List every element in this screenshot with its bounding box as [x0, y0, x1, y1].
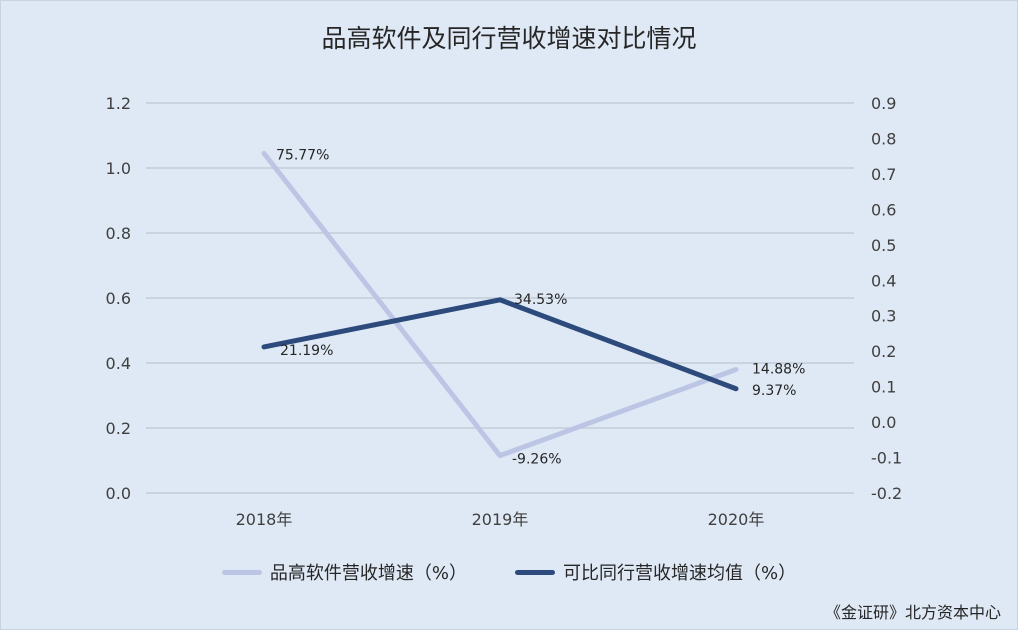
y-left-tick-label: 0.2	[106, 419, 131, 438]
y-left-tick-label: 0.0	[106, 484, 131, 503]
y-left-tick-label: 1.2	[106, 94, 131, 113]
x-tick-label: 2019年	[472, 510, 529, 529]
y-right-tick-label: 0.9	[871, 94, 896, 113]
y-right-tick-label: -0.2	[871, 484, 902, 503]
data-label: -9.26%	[512, 452, 562, 468]
y-right-tick-label: -0.1	[871, 449, 902, 468]
y-right-tick-label: 0.8	[871, 129, 896, 148]
y-right-tick-label: 0.2	[871, 342, 896, 361]
data-label: 14.88%	[752, 362, 805, 378]
y-right-tick-label: 0.1	[871, 378, 896, 397]
y-left-tick-label: 1.0	[106, 159, 131, 178]
y-right-tick-label: 0.7	[871, 165, 896, 184]
y-right-tick-label: 0.3	[871, 307, 896, 326]
data-label: 21.19%	[280, 343, 333, 359]
source-note: 《金证研》北方资本中心	[824, 603, 1001, 622]
y-right-tick-label: 0.5	[871, 236, 896, 255]
y-right-tick-label: 0.6	[871, 200, 896, 219]
legend-label-pingao: 品高软件营收增速（%）	[269, 563, 467, 584]
data-label: 75.77%	[276, 147, 329, 163]
legend-item-peers: 可比同行营收增速均值（%）	[515, 559, 796, 585]
legend-swatch-peers	[515, 569, 555, 575]
chart-title: 品高软件及同行营收增速对比情况	[321, 24, 697, 53]
legend-swatch-pingao	[221, 569, 262, 575]
series-line-0	[261, 150, 739, 459]
legend-item-pingao: 品高软件营收增速（%）	[221, 559, 467, 585]
y-left-tick-label: 0.6	[106, 289, 131, 308]
y-left-tick-label: 0.4	[106, 354, 131, 373]
y-right-tick-label: 0.4	[871, 271, 896, 290]
data-label: 9.37%	[752, 383, 796, 399]
legend-label-peers: 可比同行营收增速均值（%）	[563, 563, 797, 584]
legend: 品高软件营收增速（%） 可比同行营收增速均值（%）	[1, 559, 1017, 585]
y-left-tick-label: 0.8	[106, 224, 131, 243]
x-tick-label: 2018年	[236, 510, 293, 529]
series-line-1	[261, 297, 739, 392]
y-right-tick-label: 0.0	[871, 413, 896, 432]
data-label: 34.53%	[514, 292, 567, 308]
x-tick-label: 2020年	[708, 510, 765, 529]
